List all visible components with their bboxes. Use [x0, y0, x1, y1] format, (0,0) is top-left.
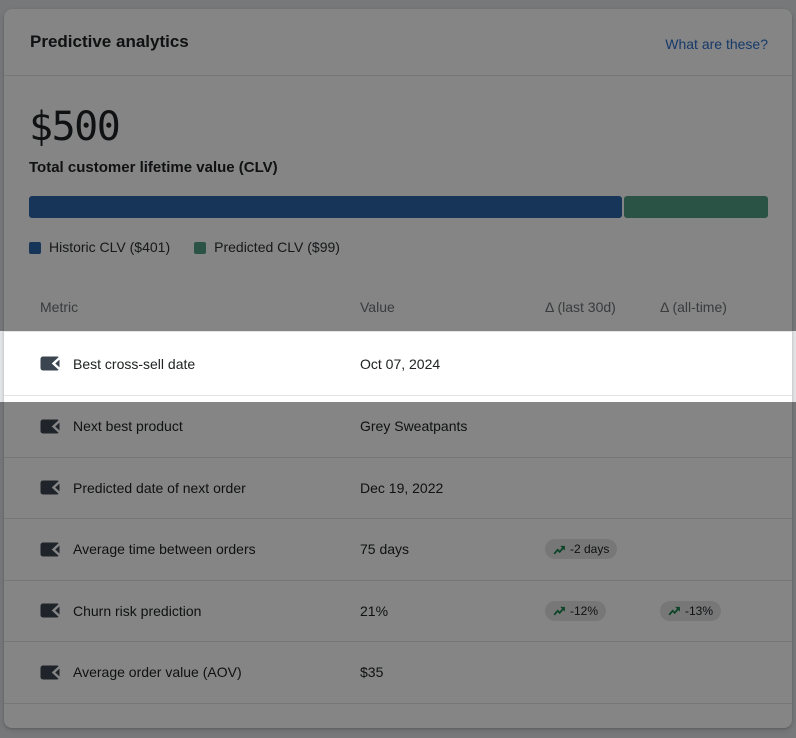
metric-value: $35 [360, 664, 384, 681]
table-row: Predicted date of next order Dec 19, 202… [4, 458, 792, 519]
trend-up-icon [668, 607, 680, 616]
metric-value: 75 days [360, 541, 410, 558]
table-body: Best cross-sell date Oct 07, 2024 Next b… [4, 332, 792, 704]
clv-progress-bar [29, 196, 768, 218]
column-header-value: Value [360, 299, 395, 315]
table-row: Best cross-sell date Oct 07, 2024 [4, 332, 792, 396]
predicted-clv-bar-segment [623, 196, 768, 218]
delta-badge-text: -13% [685, 603, 714, 618]
clv-total-label: Total customer lifetime value (CLV) [29, 159, 278, 176]
delta-alltime-cell: -13% [660, 600, 768, 621]
delta-30d-cell: -12% [545, 600, 660, 621]
delta-badge-text: -12% [570, 603, 599, 618]
delta-badge-text: -2 days [570, 542, 610, 557]
metric-label: Best cross-sell date [73, 355, 196, 372]
metric-flag-icon [40, 480, 60, 495]
table-row: Average order value (AOV) $35 [4, 642, 792, 704]
delta-badge: -13% [660, 600, 722, 621]
card-title: Predictive analytics [30, 32, 189, 51]
metric-flag-icon [40, 419, 60, 434]
metric-value: Dec 19, 2022 [360, 479, 444, 496]
predictive-analytics-card: Predictive analytics What are these? $50… [4, 9, 792, 728]
column-header-metric: Metric [40, 299, 79, 315]
metric-label: Predicted date of next order [73, 479, 246, 496]
legend-label-predicted: Predicted CLV ($99) [214, 239, 340, 255]
delta-badge: -2 days [545, 539, 618, 560]
metric-label: Churn risk prediction [73, 602, 202, 619]
predicted-swatch-icon [194, 241, 207, 254]
column-header-delta-alltime: Δ (all-time) [660, 299, 727, 315]
metrics-table: Metric Value Δ (last 30d) Δ (all-time) B… [4, 269, 792, 704]
metric-flag-icon [40, 542, 60, 557]
legend-item-predicted: Predicted CLV ($99) [194, 239, 340, 256]
table-row: Churn risk prediction 21% -12% -13% [4, 581, 792, 642]
metric-flag-icon [40, 603, 60, 618]
historic-swatch-icon [29, 241, 41, 254]
clv-legend: Historic CLV ($401) Predicted CLV ($99) [29, 239, 340, 256]
card-header: Predictive analytics What are these? [4, 9, 792, 76]
historic-clv-bar-segment [29, 196, 622, 218]
delta-30d-cell: -2 days [545, 539, 660, 560]
table-header-row: Metric Value Δ (last 30d) Δ (all-time) [4, 269, 792, 332]
table-row: Average time between orders 75 days -2 d… [4, 519, 792, 581]
what-are-these-link[interactable]: What are these? [665, 36, 768, 52]
metric-value: Grey Sweatpants [360, 418, 468, 435]
metric-flag-icon [40, 356, 60, 371]
trend-up-icon [553, 545, 565, 555]
metric-value: Oct 07, 2024 [360, 355, 441, 372]
metric-flag-icon [40, 665, 60, 680]
legend-item-historic: Historic CLV ($401) [29, 239, 170, 256]
clv-total-value: $500 [29, 104, 121, 150]
metric-label: Average order value (AOV) [73, 664, 242, 681]
legend-label-historic: Historic CLV ($401) [49, 239, 171, 255]
column-header-delta-30d: Δ (last 30d) [545, 299, 616, 315]
metric-label: Next best product [73, 418, 183, 435]
trend-up-icon [553, 607, 565, 616]
table-row: Next best product Grey Sweatpants [4, 396, 792, 458]
metric-label: Average time between orders [73, 541, 256, 558]
delta-badge: -12% [545, 600, 607, 621]
metric-value: 21% [360, 602, 389, 619]
